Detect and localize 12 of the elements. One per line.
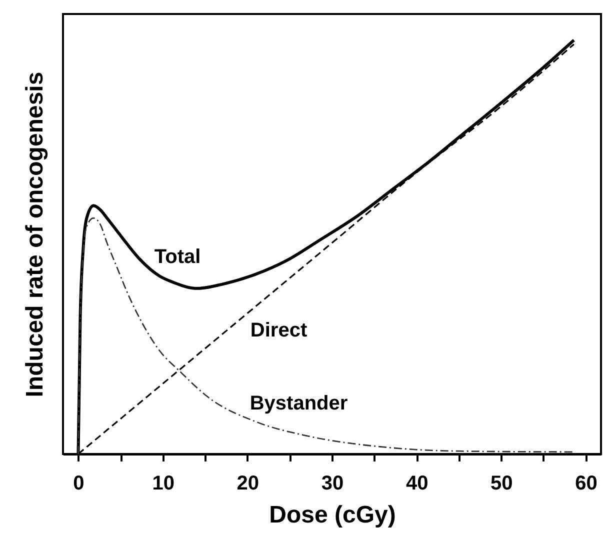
series-label: Bystander [250,392,348,415]
y-axis-title: Induced rate of oncogenesis [22,72,48,398]
x-tick-label: 30 [321,472,344,494]
x-tick-label: 40 [406,472,428,494]
x-tick-label: 60 [575,472,598,494]
x-tick-label: 20 [236,472,260,494]
series-label: Total [154,246,201,268]
x-tick-label: 10 [152,472,174,494]
x-axis-title: Dose (cGy) [269,502,396,528]
x-tick-label: 0 [73,472,84,494]
x-tick-label: 50 [490,472,513,494]
series-label: Direct [250,319,308,342]
